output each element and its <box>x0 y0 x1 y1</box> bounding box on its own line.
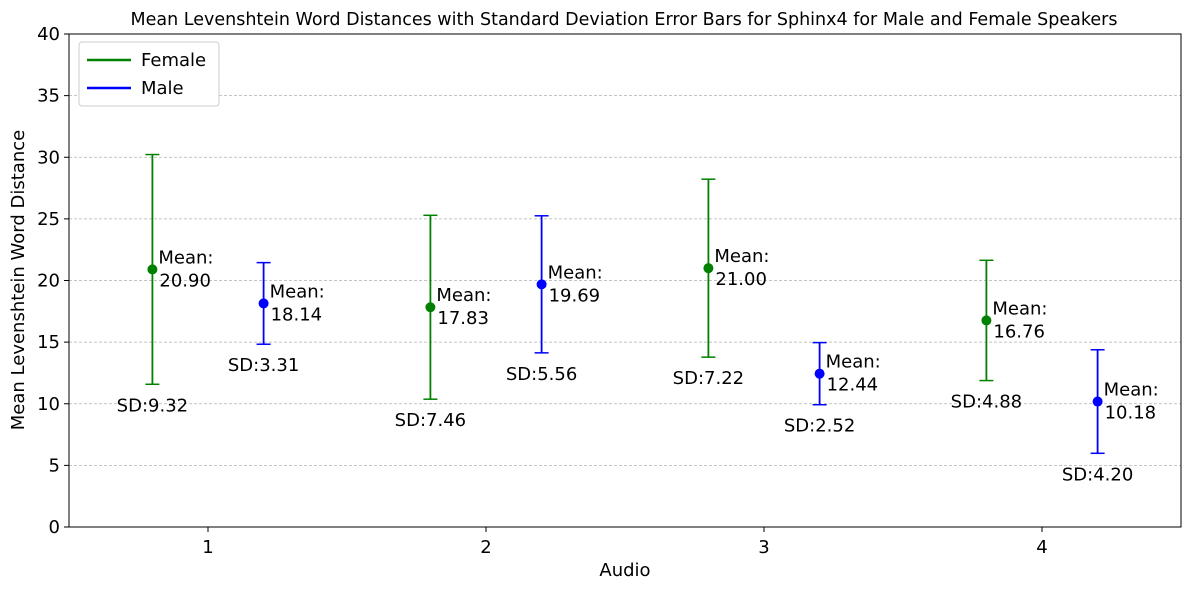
male-mean-prefix: Mean: <box>270 281 325 302</box>
legend-label-female: Female <box>141 50 206 71</box>
axes: 0 5 10 15 20 25 30 35 40 1 2 3 4 <box>37 24 1048 558</box>
male-mean-value: 19.69 <box>549 285 601 306</box>
female-mean-value: 20.90 <box>159 270 211 291</box>
female-mean-point <box>981 315 992 326</box>
male-mean-prefix: Mean: <box>1104 380 1159 401</box>
chart-title: Mean Levenshtein Word Distances with Sta… <box>131 10 1118 30</box>
female-sd-label: SD:9.32 <box>117 395 188 416</box>
male-mean-point <box>814 368 825 379</box>
male-mean-value: 18.14 <box>271 304 323 325</box>
y-tick-label: 35 <box>37 86 60 107</box>
female-sd-label: SD:7.46 <box>395 410 466 431</box>
female-mean-prefix: Mean: <box>992 298 1047 319</box>
male-mean-point <box>536 279 547 290</box>
female-mean-value: 17.83 <box>437 308 489 329</box>
y-tick-label: 25 <box>37 209 60 230</box>
y-axis-label: Mean Levenshtein Word Distance <box>8 130 29 430</box>
y-tick-label: 40 <box>37 24 60 45</box>
male-mean-point <box>1092 396 1103 407</box>
grid-lines <box>69 95 1181 466</box>
female-mean-point <box>425 302 436 313</box>
legend-label-male: Male <box>141 78 184 99</box>
female-mean-point <box>147 264 158 275</box>
x-tick-label: 1 <box>202 537 213 558</box>
female-mean-value: 21.00 <box>715 269 767 290</box>
y-tick-label: 20 <box>37 271 60 292</box>
female-mean-prefix: Mean: <box>714 246 769 267</box>
x-tick-label: 2 <box>480 537 491 558</box>
male-sd-label: SD:2.52 <box>784 416 855 437</box>
male-sd-label: SD:5.56 <box>506 364 577 385</box>
female-mean-value: 16.76 <box>993 321 1045 342</box>
y-tick-label: 10 <box>37 394 60 415</box>
legend-box <box>78 41 220 107</box>
x-axis-label: Audio <box>599 560 650 581</box>
female-mean-prefix: Mean: <box>158 247 213 268</box>
y-tick-label: 30 <box>37 147 60 168</box>
y-tick-label: 15 <box>37 332 60 353</box>
male-mean-value: 12.44 <box>827 375 879 396</box>
male-mean-prefix: Mean: <box>826 352 881 373</box>
female-sd-label: SD:4.88 <box>951 392 1022 413</box>
female-sd-label: SD:7.22 <box>673 368 744 389</box>
female-mean-prefix: Mean: <box>436 285 491 306</box>
legend: Female Male <box>78 41 220 107</box>
male-sd-label: SD:4.20 <box>1062 464 1133 485</box>
data-layer: Mean:20.90SD:9.32Mean:17.83SD:7.46Mean:2… <box>117 153 1159 485</box>
male-sd-label: SD:3.31 <box>228 355 299 376</box>
female-mean-point <box>703 263 714 274</box>
male-mean-value: 10.18 <box>1105 403 1157 424</box>
male-mean-point <box>258 298 269 309</box>
y-tick-label: 5 <box>49 455 60 476</box>
y-tick-label: 0 <box>49 517 60 538</box>
x-tick-label: 3 <box>758 537 769 558</box>
male-mean-prefix: Mean: <box>548 262 603 283</box>
x-tick-label: 4 <box>1036 537 1047 558</box>
